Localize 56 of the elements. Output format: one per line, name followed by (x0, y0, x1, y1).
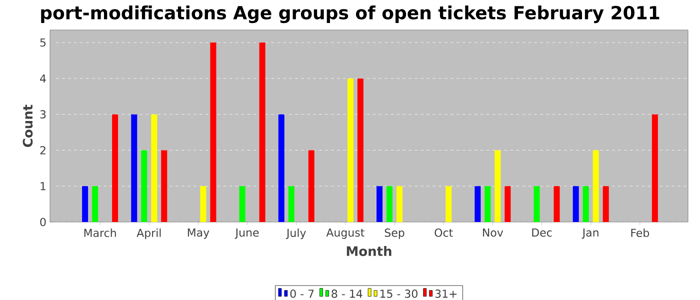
bar (278, 114, 284, 222)
x-axis-title: Month (346, 246, 392, 256)
bar (308, 150, 314, 222)
bar (151, 114, 158, 222)
x-tick-label: Feb (631, 228, 650, 238)
chart-title: port-modifications Age groups of open tickets February 2011 (41, 6, 660, 24)
bar (141, 150, 148, 222)
x-tick-label: Oct (434, 228, 453, 237)
bar (474, 186, 481, 222)
bar (494, 150, 501, 222)
y-tick-label: 0 (40, 218, 46, 226)
bar (484, 186, 491, 222)
legend-label: 15 - 30 (380, 290, 418, 298)
bar (131, 114, 138, 222)
legend-label: 8 - 14 (332, 290, 362, 298)
bar (652, 114, 658, 222)
legend-label: 0 - 7 (290, 290, 314, 298)
bar (504, 186, 511, 222)
bar (92, 186, 98, 222)
x-tick-label: August (326, 228, 364, 239)
bar (446, 186, 452, 222)
bar (572, 186, 579, 222)
x-tick-label: July (286, 228, 306, 240)
y-axis-title: Count (22, 104, 33, 147)
bar (112, 114, 118, 222)
bar (288, 186, 294, 222)
bar (554, 186, 560, 222)
bar (210, 42, 216, 222)
bar (259, 42, 266, 222)
y-tick-label: 5 (40, 38, 46, 47)
bar (347, 78, 354, 222)
bar (239, 186, 246, 222)
x-tick-label: Sep (384, 228, 404, 239)
y-tick-label: 3 (40, 110, 46, 118)
bar (592, 150, 599, 222)
y-tick-label: 2 (40, 146, 46, 154)
x-tick-label: June (234, 228, 259, 239)
x-tick-label: April (136, 228, 161, 240)
bar (200, 186, 206, 222)
bar (376, 186, 383, 222)
bar (386, 186, 393, 222)
x-tick-label: Nov (483, 228, 504, 237)
bar (582, 186, 589, 222)
x-tick-label: Jan (582, 228, 598, 239)
bar (357, 78, 364, 222)
x-tick-label: Dec (532, 228, 552, 237)
legend-label: 31+ (435, 290, 457, 298)
y-tick-label: 1 (40, 182, 46, 190)
x-tick-label: May (188, 228, 210, 239)
x-tick-label: March (84, 228, 116, 238)
y-tick-label: 4 (40, 74, 46, 82)
bar (161, 150, 168, 222)
bar (534, 186, 540, 222)
bar (82, 186, 88, 222)
bar (602, 186, 609, 222)
bar (396, 186, 403, 222)
